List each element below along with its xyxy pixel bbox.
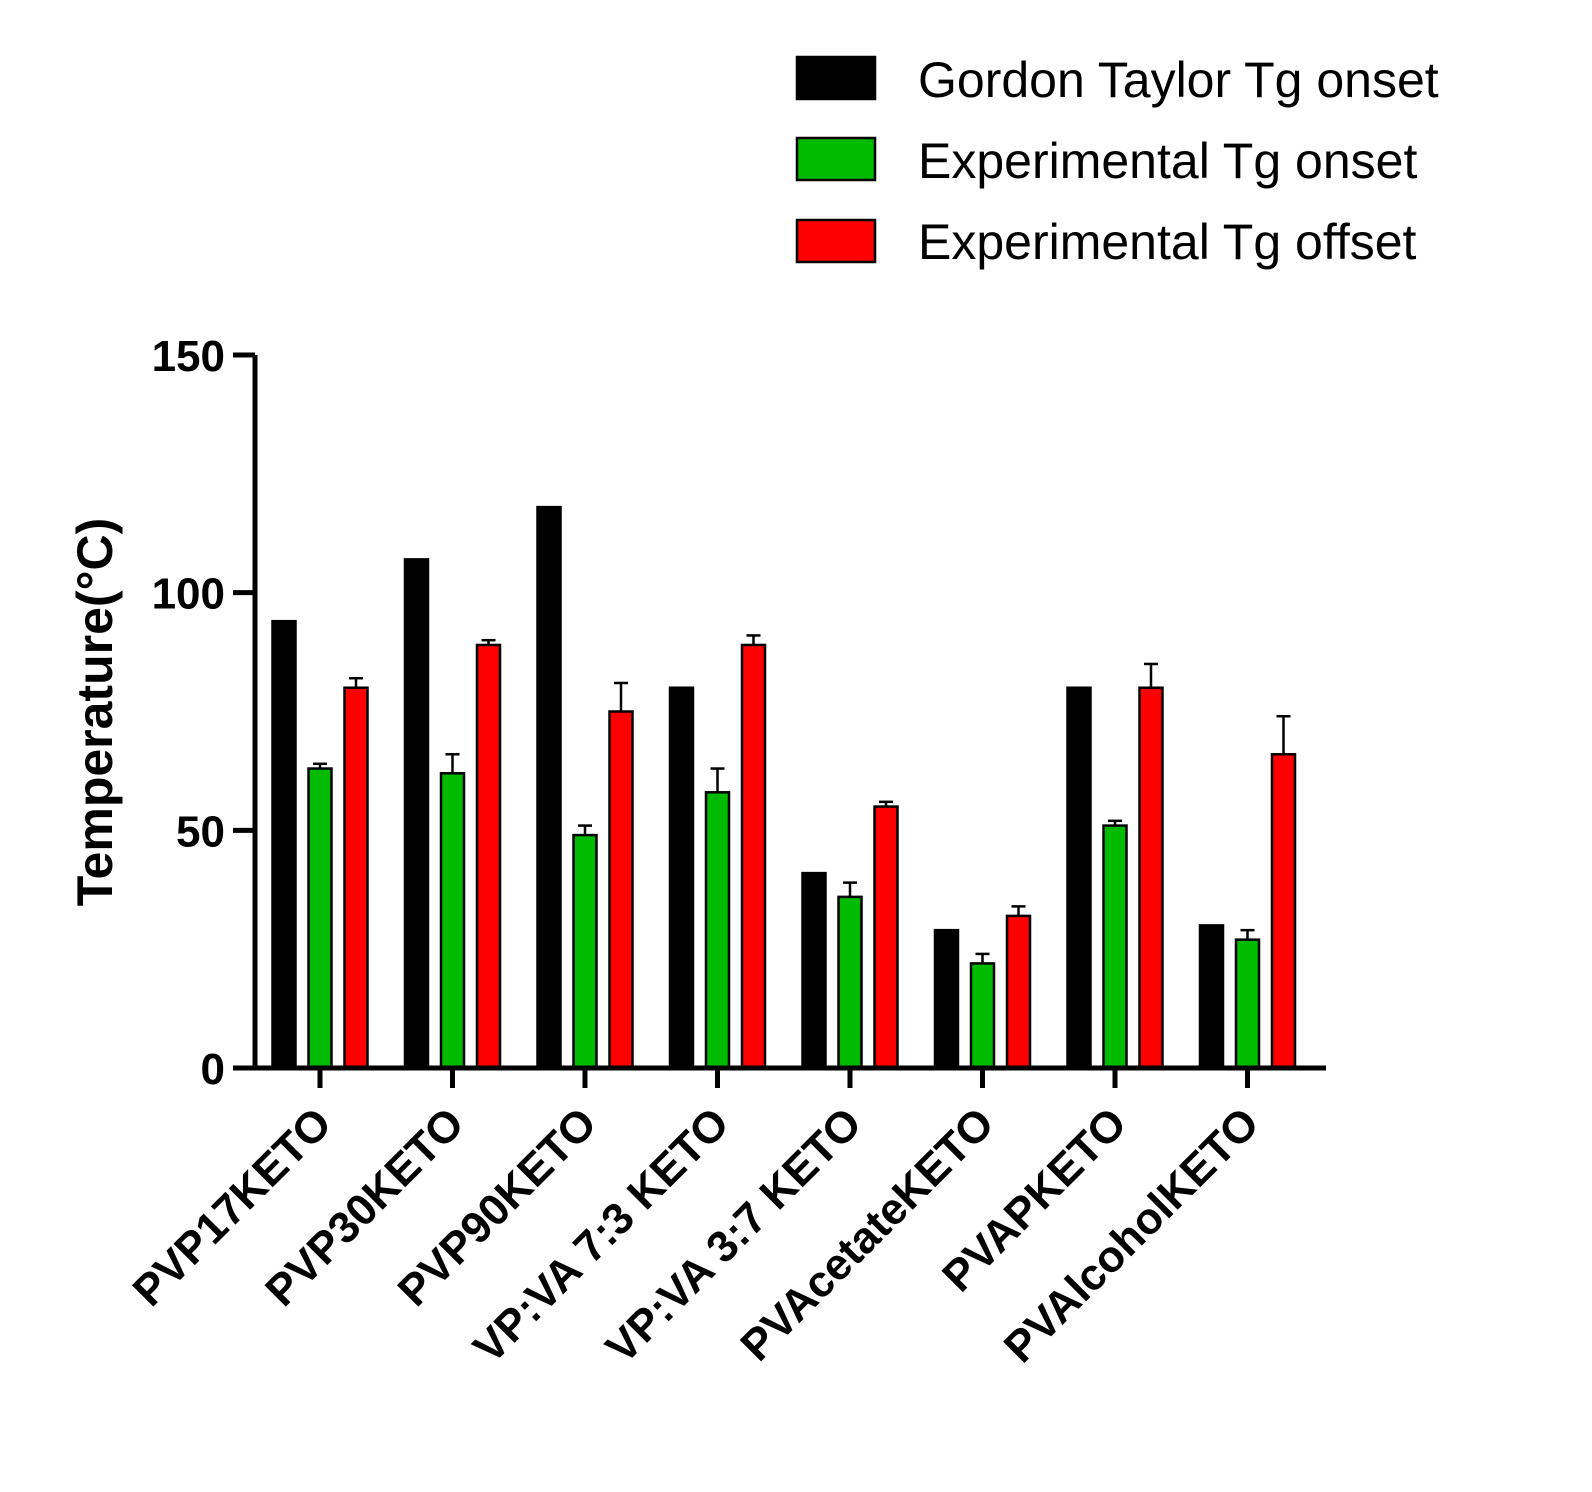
bar-exp-offset-4: [873, 805, 899, 1070]
bar-gordon-taylor-1: [403, 558, 430, 1070]
bar-exp-offset-6: [1138, 686, 1164, 1070]
bar-exp-onset-5: [969, 962, 996, 1070]
legend: Gordon Taylor Tg onset Experimental Tg o…: [795, 52, 1439, 270]
bar-exp-onset-3: [704, 791, 731, 1070]
x-tick-label-5: PVAcetateKETO: [731, 1098, 1003, 1370]
bar-exp-onset-6: [1102, 824, 1128, 1070]
bar-exp-offset-7: [1270, 753, 1297, 1070]
bar-gordon-taylor-3: [668, 686, 695, 1070]
bar-gordon-taylor-5: [933, 928, 960, 1070]
x-tick-label-7: PVAlcoholKETO: [995, 1098, 1269, 1372]
y-tick-label-150: 150: [152, 332, 225, 381]
y-tick-label-50: 50: [176, 807, 225, 856]
bar-gordon-taylor-2: [536, 505, 562, 1070]
error-bars-group: [313, 634, 1291, 964]
bar-gordon-taylor-6: [1066, 686, 1092, 1070]
bars-group: [271, 505, 1297, 1070]
y-tick-label-0: 0: [201, 1045, 225, 1094]
y-ticks-group: 0 50 100 150: [152, 332, 255, 1094]
bar-exp-offset-3: [740, 643, 767, 1070]
legend-swatch-experimental-onset: [795, 136, 877, 182]
bar-gordon-taylor-0: [271, 619, 297, 1070]
y-tick-label-100: 100: [152, 570, 225, 619]
bar-exp-onset-2: [572, 833, 598, 1070]
bar-exp-onset-0: [307, 767, 333, 1070]
legend-swatch-experimental-offset: [795, 218, 877, 264]
bar-exp-onset-4: [837, 895, 863, 1070]
x-tick-label-4: VP:VA 3:7 KETO: [597, 1098, 871, 1372]
x-tick-label-3: VP:VA 7:3 KETO: [464, 1098, 738, 1372]
legend-swatch-gordon-taylor: [795, 55, 877, 101]
bar-gordon-taylor-7: [1198, 924, 1225, 1070]
legend-label-gordon-taylor: Gordon Taylor Tg onset: [918, 52, 1439, 108]
legend-label-experimental-onset: Experimental Tg onset: [918, 133, 1417, 189]
bar-exp-offset-5: [1005, 914, 1032, 1070]
bar-exp-offset-0: [343, 686, 369, 1070]
bar-exp-onset-1: [439, 772, 466, 1070]
bar-exp-onset-7: [1234, 938, 1261, 1070]
axes-group: [233, 355, 1326, 1071]
bar-exp-offset-2: [608, 710, 634, 1070]
bar-gordon-taylor-4: [801, 871, 827, 1070]
legend-label-experimental-offset: Experimental Tg offset: [918, 214, 1417, 270]
bar-exp-offset-1: [475, 643, 502, 1070]
y-axis-title: Temperature(°C): [67, 518, 123, 907]
